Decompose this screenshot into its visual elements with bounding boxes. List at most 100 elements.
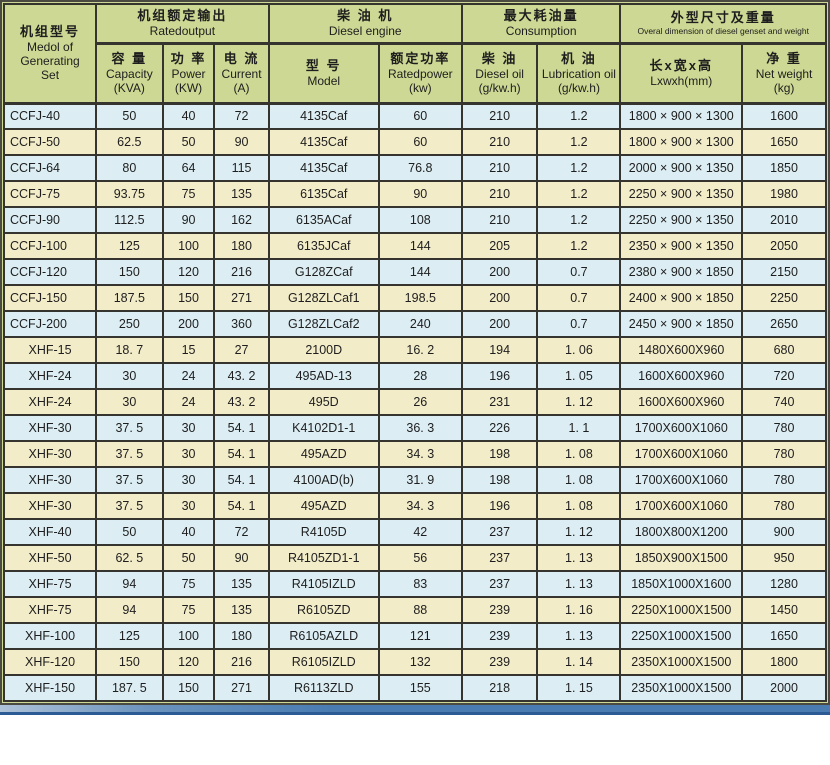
cell-dimensions: 2350X1000X1500 (619, 648, 744, 676)
cell-dimensions: 1700X600X1060 (619, 492, 744, 520)
cell-engine-model: R4105ZD1-1 (267, 544, 380, 572)
cell-net-weight: 2150 (741, 258, 827, 286)
cell-power: 150 (161, 674, 216, 702)
header-consumption-group: 最大耗油量 Consumption (460, 3, 622, 45)
cell-rated-power: 42 (377, 518, 463, 546)
cell-power: 200 (161, 310, 216, 338)
cell-lub-oil: 1.2 (536, 128, 622, 156)
cell-capacity: 187.5 (95, 284, 164, 312)
cell-net-weight: 780 (741, 492, 827, 520)
cell-capacity: 94 (95, 596, 164, 624)
cell-dimensions: 1700X600X1060 (619, 466, 744, 494)
cell-current: 90 (213, 128, 270, 156)
cell-diesel-oil: 239 (460, 648, 539, 676)
cell-rated-power: 56 (377, 544, 463, 572)
cell-capacity: 150 (95, 648, 164, 676)
table-row: XHF-100 125 100 180 R6105AZLD 121 239 1. 13 2250… (2, 622, 827, 650)
cell-diesel-oil: 237 (460, 570, 539, 598)
cell-power: 40 (161, 518, 216, 546)
header-dimension-group: 外型尺寸及重量 Overal dimension of diesel gense… (619, 3, 827, 45)
header-diesel-engine-zh: 柴 油 机 (337, 8, 394, 24)
cell-capacity: 112.5 (95, 206, 164, 234)
cell-diesel-oil: 237 (460, 518, 539, 546)
cell-capacity: 50 (95, 518, 164, 546)
cell-model: CCFJ-100 (2, 232, 98, 260)
cell-engine-model: 495AZD (267, 492, 380, 520)
cell-current: 54. 1 (213, 440, 270, 468)
cell-rated-power: 16. 2 (377, 336, 463, 364)
cell-rated-power: 83 (377, 570, 463, 598)
header-consumption-zh: 最大耗油量 (503, 8, 579, 24)
cell-power: 30 (161, 440, 216, 468)
cell-lub-oil: 1.2 (536, 206, 622, 234)
cell-diesel-oil: 210 (460, 206, 539, 234)
cell-power: 75 (161, 180, 216, 208)
cell-current: 90 (213, 544, 270, 572)
cell-current: 43. 2 (213, 388, 270, 416)
cell-rated-power: 90 (377, 180, 463, 208)
table-row: CCFJ-200 250 200 360 G128ZLCaf2 240 200 0.7 2450… (2, 310, 827, 338)
cell-net-weight: 2250 (741, 284, 827, 312)
table-row: XHF-75 94 75 135 R6105ZD 88 239 1. 16 2250X1000X… (2, 596, 827, 624)
cell-engine-model: G128ZCaf (267, 258, 380, 286)
cell-diesel-oil: 200 (460, 284, 539, 312)
cell-diesel-oil: 231 (460, 388, 539, 416)
cell-power: 120 (161, 648, 216, 676)
cell-net-weight: 780 (741, 466, 827, 494)
cell-model: XHF-75 (2, 570, 98, 598)
table-row: XHF-30 37. 5 30 54. 1 495AZD 34. 3 198 1. 08 170… (2, 440, 827, 468)
table-row: CCFJ-120 150 120 216 G128ZCaf 144 200 0.7 2380 ×… (2, 258, 827, 286)
cell-capacity: 150 (95, 258, 164, 286)
table-row: CCFJ-90 112.5 90 162 6135ACaf 108 210 1.2 2250 ×… (2, 206, 827, 234)
table-row: XHF-24 30 24 43. 2 495AD-13 28 196 1. 05 1600X60… (2, 362, 827, 390)
header-rated-power-en: Ratedpower (387, 67, 453, 81)
header-model-group: 机组型号 Medol of Generating Set (2, 3, 98, 105)
header-power-en: Power (171, 67, 206, 81)
cell-engine-model: R6113ZLD (267, 674, 380, 702)
cell-lub-oil: 1. 08 (536, 466, 622, 494)
header-rated-power: 额定功率 Ratedpower (kw) (377, 42, 463, 105)
header-diesel-engine-en: Diesel engine (328, 24, 402, 39)
header-net-weight-zh: 净 重 (766, 51, 802, 66)
cell-current: 72 (213, 518, 270, 546)
cell-power: 24 (161, 388, 216, 416)
cell-diesel-oil: 198 (460, 440, 539, 468)
cell-power: 30 (161, 492, 216, 520)
cell-diesel-oil: 237 (460, 544, 539, 572)
cell-diesel-oil: 239 (460, 596, 539, 624)
cell-model: XHF-100 (2, 622, 98, 650)
cell-capacity: 125 (95, 232, 164, 260)
cell-rated-power: 121 (377, 622, 463, 650)
cell-net-weight: 1800 (741, 648, 827, 676)
cell-lub-oil: 0.7 (536, 310, 622, 338)
cell-rated-power: 198.5 (377, 284, 463, 312)
cell-capacity: 37. 5 (95, 440, 164, 468)
cell-model: XHF-50 (2, 544, 98, 572)
cell-lub-oil: 1. 14 (536, 648, 622, 676)
cell-model: XHF-30 (2, 440, 98, 468)
group-header-row: 机组型号 Medol of Generating Set 机组额定输出 Rate… (2, 3, 827, 105)
header-diesel-oil: 柴 油 Diesel oil (g/kw.h) (460, 42, 539, 105)
cell-diesel-oil: 198 (460, 466, 539, 494)
cell-diesel-oil: 210 (460, 102, 539, 130)
cell-rated-power: 155 (377, 674, 463, 702)
cell-net-weight: 680 (741, 336, 827, 364)
cell-rated-power: 108 (377, 206, 463, 234)
table-row: XHF-150 187. 5 150 271 R6113ZLD 155 218 1. 15 23… (2, 674, 827, 702)
cell-current: 180 (213, 622, 270, 650)
cell-capacity: 250 (95, 310, 164, 338)
cell-dimensions: 2000 × 900 × 1350 (619, 154, 744, 182)
header-capacity-en: Capacity (106, 67, 153, 81)
header-diesel-engine-group: 柴 油 机 Diesel engine (267, 3, 463, 45)
cell-model: XHF-40 (2, 518, 98, 546)
cell-power: 30 (161, 414, 216, 442)
cell-model: CCFJ-75 (2, 180, 98, 208)
generator-spec-table: 机组型号 Medol of Generating Set 机组额定输出 Rate… (2, 3, 827, 702)
cell-lub-oil: 1. 13 (536, 622, 622, 650)
header-dimension-zh: 外型尺寸及重量 (670, 9, 776, 25)
header-consumption-en: Consumption (505, 24, 577, 39)
cell-model: CCFJ-150 (2, 284, 98, 312)
cell-power: 100 (161, 622, 216, 650)
cell-capacity: 37. 5 (95, 414, 164, 442)
